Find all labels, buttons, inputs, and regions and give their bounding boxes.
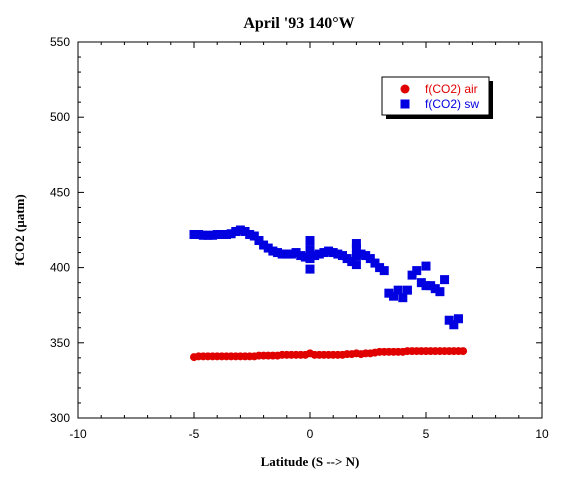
sw-data-point	[305, 264, 315, 274]
sw-data-point	[440, 275, 450, 285]
sw-data-point	[259, 240, 269, 250]
y-tick-label: 550	[50, 35, 70, 49]
sw-data-point	[254, 236, 264, 246]
sw-data-point	[356, 249, 366, 259]
y-tick-label: 300	[50, 411, 70, 425]
sw-data-point	[351, 239, 361, 249]
series-fco2-air	[190, 347, 468, 362]
sw-data-point	[310, 251, 320, 261]
sw-data-point	[194, 230, 204, 240]
sw-data-point	[402, 285, 412, 295]
sw-data-point	[268, 246, 278, 256]
x-axis-tick-labels: -10 -5 0 5 10	[69, 427, 549, 441]
legend-marker-air	[400, 84, 410, 94]
sw-data-point	[217, 230, 227, 240]
sw-data-point	[249, 231, 259, 241]
sw-data-point	[361, 251, 371, 261]
y-axis-ticks	[78, 41, 542, 419]
y-axis-tick-labels: 300 350 400 450 500 550	[50, 35, 70, 425]
sw-data-point	[333, 249, 343, 259]
sw-data-point	[208, 230, 218, 240]
x-tick-label: -5	[189, 427, 200, 441]
sw-data-point	[291, 248, 301, 258]
sw-data-point	[189, 230, 199, 240]
sw-data-point	[203, 230, 213, 240]
x-axis-title: Latitude (S --> N)	[261, 454, 360, 469]
sw-data-point	[351, 243, 361, 253]
sw-data-point	[351, 251, 361, 261]
y-tick-label: 350	[50, 336, 70, 350]
sw-data-point	[389, 291, 399, 301]
sw-data-point	[300, 252, 310, 262]
sw-data-point	[342, 254, 352, 264]
x-axis-ticks	[77, 42, 543, 418]
sw-data-point	[449, 320, 459, 330]
sw-data-point	[282, 249, 292, 259]
legend-label-air: f(CO2) air	[425, 82, 478, 96]
x-tick-label: 0	[307, 427, 314, 441]
sw-data-point	[426, 281, 436, 291]
sw-data-point	[235, 225, 245, 235]
sw-data-point	[379, 266, 389, 276]
y-tick-label: 450	[50, 185, 70, 199]
sw-data-point	[412, 266, 422, 276]
sw-data-point	[393, 285, 403, 295]
sw-data-point	[286, 249, 296, 259]
legend-marker-sw	[400, 99, 410, 109]
sw-data-point	[407, 270, 417, 280]
series-fco2-sw	[189, 225, 463, 330]
sw-data-point	[296, 251, 306, 261]
sw-data-point	[370, 258, 380, 268]
sw-data-point	[444, 315, 454, 325]
sw-data-point	[221, 230, 231, 240]
y-tick-label: 400	[50, 261, 70, 275]
sw-data-point	[430, 284, 440, 294]
sw-data-point	[435, 287, 445, 297]
sw-data-point	[324, 246, 334, 256]
sw-data-point	[245, 230, 255, 240]
sw-data-point	[384, 288, 394, 298]
sw-data-point	[319, 248, 329, 258]
sw-data-point	[337, 251, 347, 261]
chart-title: April '93 140°W	[243, 15, 354, 32]
sw-data-point	[453, 314, 463, 324]
sw-data-point	[198, 230, 208, 240]
y-axis-title: fCO2 (µatm)	[12, 194, 27, 265]
sw-data-point	[398, 293, 408, 303]
sw-data-point	[328, 248, 338, 258]
sw-data-point	[231, 227, 241, 237]
sw-data-point	[421, 261, 431, 271]
sw-data-point	[305, 245, 315, 255]
y-tick-label: 500	[50, 110, 70, 124]
sw-data-point	[375, 263, 385, 273]
sw-data-point	[226, 229, 236, 239]
legend-box	[381, 76, 490, 116]
legend-label-sw: f(CO2) sw	[425, 97, 479, 111]
legend: f(CO2) air f(CO2) sw	[381, 76, 493, 119]
sw-data-point	[314, 249, 324, 259]
sw-data-point	[305, 254, 315, 264]
sw-data-point	[263, 243, 273, 253]
x-tick-label: 10	[535, 427, 549, 441]
sw-data-point	[273, 248, 283, 258]
sw-data-point	[277, 249, 287, 259]
sw-data-point	[240, 227, 250, 237]
sw-data-point	[351, 260, 361, 270]
air-data-point	[459, 347, 468, 356]
sw-data-point	[416, 278, 426, 288]
x-tick-label: 5	[423, 427, 430, 441]
sw-data-point	[212, 230, 222, 240]
sw-data-point	[365, 254, 375, 264]
sw-data-point	[421, 281, 431, 291]
sw-data-point	[347, 257, 357, 267]
x-tick-label: -10	[69, 427, 87, 441]
sw-data-point	[305, 236, 315, 246]
